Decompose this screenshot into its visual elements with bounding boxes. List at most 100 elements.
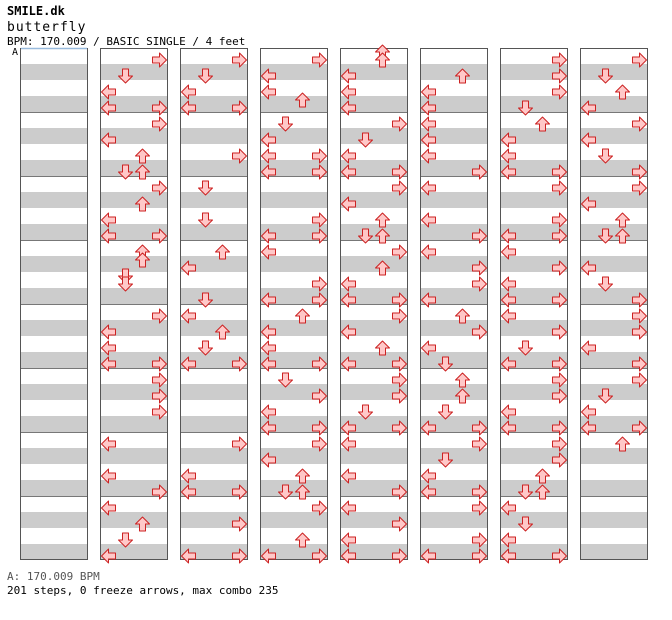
step-chart	[20, 44, 648, 564]
arrow-up-icon	[615, 212, 630, 228]
arrow-left-icon	[181, 260, 196, 276]
beat-stripe	[20, 488, 88, 496]
beat-stripe	[420, 416, 488, 424]
beat-stripe	[500, 448, 568, 456]
beat-stripe	[500, 488, 568, 496]
arrow-up-icon	[375, 340, 390, 356]
arrow-right-icon	[312, 388, 327, 404]
beat-stripe	[100, 168, 168, 176]
beat-stripe	[100, 256, 168, 264]
beat-stripe	[420, 552, 488, 560]
arrow-left-icon	[421, 340, 436, 356]
beat-stripe	[500, 136, 568, 144]
arrow-left-icon	[261, 548, 276, 564]
arrow-down-icon	[598, 68, 613, 84]
beat-stripe	[100, 456, 168, 464]
beat-stripe	[340, 360, 408, 368]
arrow-right-icon	[472, 324, 487, 340]
arrow-right-icon	[152, 100, 167, 116]
beat-stripe	[500, 192, 568, 200]
beat-stripe	[340, 424, 408, 432]
beat-stripe	[420, 512, 488, 520]
arrow-down-icon	[438, 452, 453, 468]
beat-stripe	[20, 480, 88, 488]
beat-stripe	[180, 160, 248, 168]
beat-stripe	[20, 544, 88, 552]
arrow-up-icon	[455, 68, 470, 84]
arrow-left-icon	[581, 132, 596, 148]
beat-stripe	[260, 192, 328, 200]
arrow-left-icon	[101, 324, 116, 340]
arrow-down-icon	[438, 404, 453, 420]
arrow-left-icon	[261, 404, 276, 420]
beat-stripe	[420, 192, 488, 200]
arrow-down-icon	[358, 404, 373, 420]
arrow-right-icon	[392, 484, 407, 500]
arrow-right-icon	[152, 180, 167, 196]
beat-stripe	[180, 352, 248, 360]
beat-stripe	[180, 64, 248, 72]
arrow-right-icon	[152, 484, 167, 500]
arrow-right-icon	[312, 164, 327, 180]
arrow-left-icon	[421, 148, 436, 164]
beat-stripe	[340, 64, 408, 72]
beat-stripe	[100, 488, 168, 496]
beat-stripe	[420, 168, 488, 176]
chart-column	[20, 48, 88, 560]
beat-stripe	[20, 72, 88, 80]
beat-stripe	[580, 320, 648, 328]
chart-column	[500, 48, 568, 560]
beat-stripe	[500, 96, 568, 104]
arrow-down-icon	[198, 180, 213, 196]
arrow-right-icon	[472, 532, 487, 548]
arrow-right-icon	[392, 516, 407, 532]
beat-stripe	[580, 552, 648, 560]
arrow-left-icon	[421, 84, 436, 100]
arrow-right-icon	[552, 356, 567, 372]
arrow-left-icon	[341, 276, 356, 292]
arrow-right-icon	[632, 180, 647, 196]
arrow-up-icon	[615, 436, 630, 452]
arrow-left-icon	[181, 356, 196, 372]
beat-stripe	[100, 96, 168, 104]
arrow-left-icon	[501, 356, 516, 372]
beat-stripe	[500, 256, 568, 264]
beat-stripe	[20, 224, 88, 232]
beat-stripe	[20, 416, 88, 424]
beat-stripe	[260, 160, 328, 168]
beat-stripe	[340, 104, 408, 112]
arrow-right-icon	[632, 308, 647, 324]
beat-stripe	[20, 520, 88, 528]
beat-stripe	[420, 352, 488, 360]
arrow-left-icon	[581, 196, 596, 212]
beat-stripe	[260, 480, 328, 488]
beat-stripe	[180, 448, 248, 456]
beat-stripe	[420, 448, 488, 456]
beat-stripe	[100, 128, 168, 136]
arrow-right-icon	[632, 116, 647, 132]
beat-stripe	[580, 384, 648, 392]
arrow-up-icon	[455, 308, 470, 324]
arrow-right-icon	[552, 52, 567, 68]
arrow-right-icon	[392, 356, 407, 372]
arrow-left-icon	[501, 276, 516, 292]
arrow-right-icon	[392, 244, 407, 260]
beat-stripe	[340, 128, 408, 136]
beat-stripe	[420, 296, 488, 304]
arrow-left-icon	[581, 260, 596, 276]
beat-stripe	[580, 168, 648, 176]
arrow-right-icon	[552, 324, 567, 340]
beat-stripe	[20, 360, 88, 368]
beat-stripe	[500, 392, 568, 400]
arrow-up-icon	[455, 372, 470, 388]
beat-stripe	[100, 520, 168, 528]
arrow-left-icon	[341, 148, 356, 164]
beat-stripe	[340, 264, 408, 272]
arrow-right-icon	[312, 212, 327, 228]
beat-stripe	[20, 128, 88, 136]
arrow-up-icon	[295, 468, 310, 484]
arrow-left-icon	[501, 500, 516, 516]
beat-stripe	[260, 168, 328, 176]
column-border	[180, 48, 248, 560]
beat-stripe	[100, 512, 168, 520]
